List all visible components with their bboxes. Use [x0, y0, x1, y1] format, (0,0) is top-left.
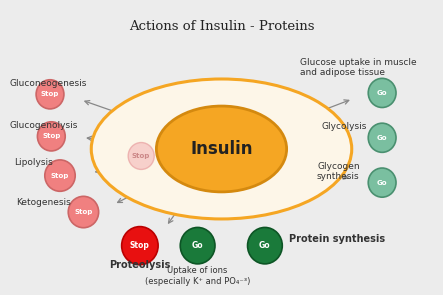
Text: Go: Go: [377, 135, 387, 141]
Text: Uptake of ions
(especially K⁺ and PO₄⁻³): Uptake of ions (especially K⁺ and PO₄⁻³): [145, 266, 250, 286]
Ellipse shape: [37, 122, 65, 151]
Ellipse shape: [91, 79, 352, 219]
Text: Stop: Stop: [130, 241, 150, 250]
Ellipse shape: [68, 196, 99, 228]
Text: Proteolysis: Proteolysis: [109, 260, 171, 270]
Text: Actions of Insulin - Proteins: Actions of Insulin - Proteins: [129, 20, 314, 33]
Text: Protein synthesis: Protein synthesis: [289, 234, 385, 244]
Ellipse shape: [368, 123, 396, 152]
Text: Gluconeogenesis: Gluconeogenesis: [10, 78, 87, 88]
Text: Insulin: Insulin: [190, 140, 253, 158]
Ellipse shape: [156, 106, 287, 192]
Ellipse shape: [368, 78, 396, 107]
Text: Lipolysis: Lipolysis: [14, 158, 53, 168]
Text: Glycolysis: Glycolysis: [321, 122, 367, 131]
Ellipse shape: [248, 227, 282, 264]
Text: Go: Go: [259, 241, 271, 250]
Text: Glucose uptake in muscle
and adipose tissue: Glucose uptake in muscle and adipose tis…: [299, 58, 416, 77]
Text: Stop: Stop: [132, 153, 150, 159]
Ellipse shape: [368, 168, 396, 197]
Text: Go: Go: [377, 90, 387, 96]
Ellipse shape: [122, 227, 158, 265]
Ellipse shape: [180, 227, 215, 264]
Text: Stop: Stop: [74, 209, 93, 215]
Text: Glycogen
synthesis: Glycogen synthesis: [317, 162, 360, 181]
Text: Stop: Stop: [42, 133, 61, 139]
Text: Ketogenesis: Ketogenesis: [16, 198, 71, 207]
Text: Go: Go: [192, 241, 203, 250]
Text: Go: Go: [377, 180, 387, 186]
Ellipse shape: [45, 160, 75, 191]
Text: Glucogenolysis: Glucogenolysis: [10, 121, 78, 130]
Ellipse shape: [36, 80, 64, 109]
Text: Stop: Stop: [51, 173, 69, 178]
Ellipse shape: [128, 142, 154, 169]
Text: Stop: Stop: [41, 91, 59, 97]
